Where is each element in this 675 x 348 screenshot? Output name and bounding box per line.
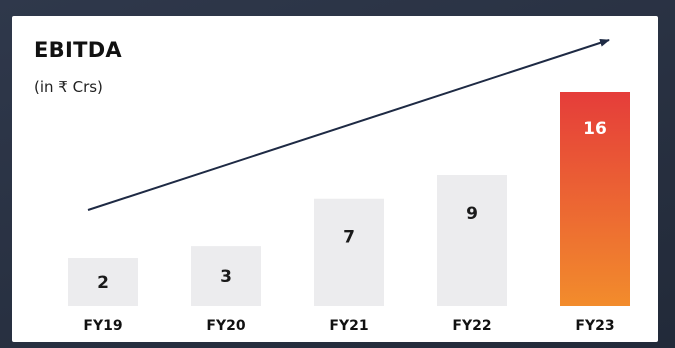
data-label-fy21: 7 <box>343 228 355 248</box>
bar-fy20 <box>191 246 261 306</box>
x-tick-fy19: FY19 <box>83 318 122 334</box>
bar-fy22 <box>437 175 507 306</box>
data-label-fy20: 3 <box>220 267 232 287</box>
x-tick-fy20: FY20 <box>206 318 245 334</box>
trend-arrow <box>87 38 610 211</box>
chart-title: EBITDA <box>34 38 122 62</box>
x-tick-fy21: FY21 <box>329 318 368 334</box>
x-tick-fy22: FY22 <box>452 318 491 334</box>
x-tick-fy23: FY23 <box>575 318 614 334</box>
data-label-fy22: 9 <box>466 204 478 224</box>
bar-fy19 <box>68 258 138 306</box>
chart-subtitle: (in ₹ Crs) <box>34 78 103 96</box>
bar-fy21 <box>314 198 384 306</box>
chart-card: EBITDA (in ₹ Crs) 2 FY19 3 FY20 7 FY21 9 FY22 16… <box>12 16 658 342</box>
bar-chart: 2 FY19 3 FY20 7 FY21 9 FY22 16 FY23 <box>68 38 630 334</box>
bar-fy23 <box>560 92 630 306</box>
data-label-fy19: 2 <box>97 273 109 293</box>
data-label-fy23: 16 <box>583 119 607 139</box>
bars-layer: 2 FY19 3 FY20 7 FY21 9 FY22 16 FY23 <box>68 92 630 334</box>
